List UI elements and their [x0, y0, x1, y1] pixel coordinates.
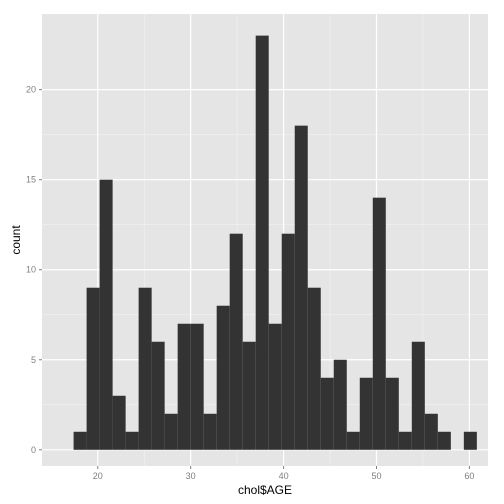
- histogram-bar: [346, 431, 360, 450]
- histogram-bar: [125, 431, 139, 450]
- y-axis-title: count: [9, 225, 23, 255]
- histogram-bar: [151, 341, 165, 450]
- histogram-bar: [437, 431, 451, 450]
- x-tick-label: 40: [279, 471, 289, 481]
- x-tick-label: 50: [371, 471, 381, 481]
- y-tick-label: 15: [26, 175, 36, 185]
- histogram-bar: [86, 287, 100, 450]
- histogram-bar: [99, 179, 113, 450]
- histogram-bar: [203, 413, 217, 450]
- histogram-bar: [372, 197, 386, 450]
- histogram-bar: [398, 431, 412, 450]
- histogram-bar: [411, 341, 425, 450]
- histogram-bar: [320, 377, 334, 450]
- histogram-bars: [73, 35, 477, 450]
- histogram-bar: [255, 35, 269, 450]
- x-tick-label: 20: [93, 471, 103, 481]
- histogram-bar: [307, 287, 321, 450]
- histogram-bar: [242, 341, 256, 450]
- y-tick-label: 5: [31, 355, 36, 365]
- y-tick-label: 20: [26, 85, 36, 95]
- histogram-bar: [112, 395, 126, 450]
- y-tick-label: 0: [31, 445, 36, 455]
- x-axis-ticks: 20 30 40 50 60: [93, 466, 474, 481]
- histogram-bar: [359, 377, 373, 450]
- histogram-bar: [229, 233, 243, 450]
- histogram-bar: [73, 431, 87, 450]
- histogram-bar: [281, 233, 295, 450]
- histogram-bar: [190, 323, 204, 450]
- x-tick-label: 30: [186, 471, 196, 481]
- histogram-bar: [333, 359, 347, 450]
- histogram-bar: [177, 323, 191, 450]
- histogram-bar: [294, 125, 308, 450]
- histogram-bar: [216, 305, 230, 450]
- histogram-bar: [463, 431, 477, 450]
- y-axis-ticks: 0 5 10 15 20: [26, 85, 42, 455]
- histogram-bar: [164, 413, 178, 450]
- x-axis-title: chol$AGE: [238, 483, 292, 497]
- histogram-bar: [268, 323, 282, 450]
- histogram-bar: [385, 377, 399, 450]
- x-tick-label: 60: [464, 471, 474, 481]
- histogram-bar: [138, 287, 152, 450]
- histogram-bar: [424, 413, 438, 450]
- y-tick-label: 10: [26, 265, 36, 275]
